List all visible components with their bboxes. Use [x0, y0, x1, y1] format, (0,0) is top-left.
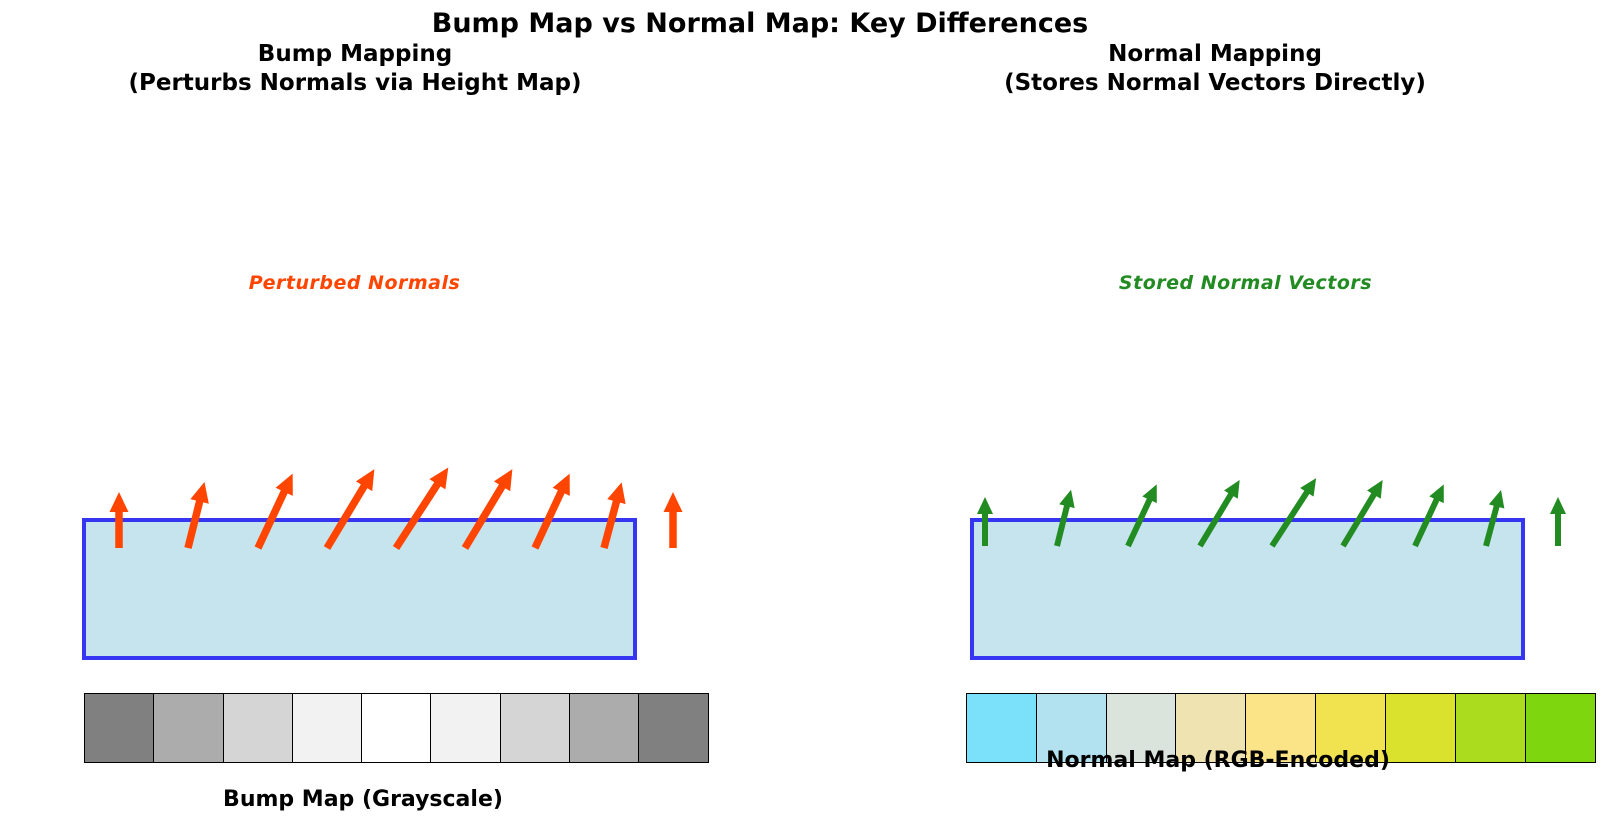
bump-map-cell: [568, 693, 640, 763]
normal-map-cell: [1035, 693, 1108, 763]
perturbed-normal-arrow: [663, 492, 683, 548]
bump-heading-line1: Bump Mapping: [257, 41, 453, 67]
stored-normal-vectors-label: Stored Normal Vectors: [1118, 272, 1373, 294]
bump-map-cell: [361, 693, 432, 763]
bump-map-cell: [153, 693, 225, 763]
bump-heading-line2: (Perturbs Normals via Height Map): [128, 70, 582, 96]
normal-surface-rect: [970, 518, 1525, 660]
normal-heading-line1: Normal Mapping: [1108, 41, 1322, 67]
bump-map-cell: [84, 693, 155, 763]
normal-map-cell: [1315, 693, 1387, 763]
figure-title: Bump Map vs Normal Map: Key Differences: [431, 8, 1089, 39]
perturbed-normals-label: Perturbed Normals: [248, 272, 461, 294]
stored-normal-arrow: [1550, 497, 1566, 546]
normal-heading-line2: (Stores Normal Vectors Directly): [1004, 70, 1426, 96]
normal-map-cell: [1384, 693, 1457, 763]
normal-map-cell: [1524, 693, 1596, 763]
bump-map-strip-label: Bump Map (Grayscale): [223, 787, 503, 812]
normal-panel-heading: Normal Mapping (Stores Normal Vectors Di…: [860, 40, 1570, 98]
bump-surface-rect: [82, 518, 637, 660]
bump-map-cell: [291, 693, 363, 763]
normal-map-cell: [1175, 693, 1247, 763]
normal-map-strip-label: Normal Map (RGB-Encoded): [1046, 748, 1390, 773]
bump-map-cell: [638, 693, 710, 763]
bump-map-strip: [84, 693, 710, 763]
bump-map-cell: [499, 693, 571, 763]
bump-map-cell: [430, 693, 502, 763]
bump-map-cell: [222, 693, 294, 763]
normal-map-strip: [966, 693, 1596, 763]
bump-panel-heading: Bump Mapping (Perturbs Normals via Heigh…: [0, 40, 710, 98]
